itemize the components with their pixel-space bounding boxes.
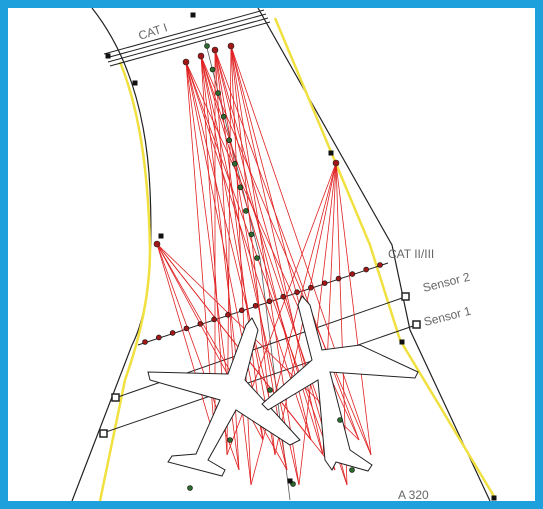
- ground-light: [227, 437, 233, 443]
- ray: [156, 243, 240, 471]
- ray: [200, 55, 276, 456]
- ray: [214, 49, 336, 471]
- center-light: [237, 184, 244, 191]
- marker: [105, 53, 111, 59]
- center-light: [209, 66, 216, 73]
- center-light: [220, 113, 227, 120]
- ground-light: [337, 417, 343, 423]
- bar-light: [183, 325, 190, 332]
- ray: [230, 45, 324, 456]
- bar-light: [308, 284, 314, 291]
- bar-light: [238, 307, 245, 314]
- bar-light: [349, 271, 356, 277]
- ray: [250, 162, 337, 486]
- bar-light: [211, 316, 217, 323]
- aircraft-1: [147, 317, 301, 477]
- center-light: [254, 255, 260, 261]
- cat-2-3-label: CAT II/III: [388, 247, 434, 261]
- sensor-box: [111, 393, 120, 402]
- ray: [200, 55, 300, 486]
- source-light: [332, 159, 340, 167]
- right-edge: [257, 7, 491, 502]
- bar: [109, 21, 271, 67]
- ray: [230, 45, 276, 456]
- bar: [107, 17, 269, 63]
- yellow-left: [98, 61, 152, 502]
- aircraft-label: A 320: [398, 488, 429, 502]
- ray: [185, 61, 264, 441]
- marker: [328, 150, 334, 156]
- marker: [190, 12, 196, 18]
- lights: [105, 12, 497, 501]
- ray: [298, 162, 337, 486]
- center-light: [226, 137, 233, 144]
- ground-light: [267, 387, 273, 393]
- cat2-line: [137, 262, 389, 346]
- marker: [399, 339, 405, 345]
- ray: [214, 49, 360, 441]
- bar-light: [294, 289, 300, 295]
- bar-light: [266, 298, 273, 305]
- marker: [158, 233, 164, 239]
- source-light: [182, 58, 190, 66]
- marker: [287, 478, 293, 484]
- bar-light: [142, 339, 148, 345]
- aircraft: [147, 295, 419, 477]
- source-light: [227, 42, 235, 50]
- ground-light: [349, 467, 355, 473]
- bar-light: [280, 293, 287, 300]
- center-light: [243, 208, 249, 214]
- threshold-bars: [103, 9, 271, 67]
- ray: [230, 45, 372, 456]
- source-light: [211, 46, 219, 54]
- ray: [185, 61, 336, 471]
- center-light: [248, 231, 255, 238]
- yellow-lines: [98, 17, 497, 502]
- bar-light: [169, 330, 176, 336]
- center-light: [204, 43, 210, 49]
- ray: [335, 162, 372, 456]
- center-light: [215, 90, 221, 96]
- marker: [132, 80, 138, 86]
- ray: [156, 243, 216, 441]
- bar-light: [377, 262, 383, 268]
- ray: [156, 243, 288, 471]
- bar-light: [252, 302, 259, 309]
- marker: [491, 495, 497, 501]
- bar-light: [197, 321, 204, 327]
- sensor-box: [401, 292, 410, 301]
- sensor-box: [99, 429, 108, 438]
- sensor-box: [412, 320, 421, 329]
- bar: [103, 9, 265, 55]
- bar-light: [335, 275, 342, 282]
- sensors: [99, 292, 421, 438]
- yellow-right: [273, 17, 497, 499]
- sensor-1-line: [102, 324, 417, 434]
- bar-light: [225, 312, 231, 318]
- source-light: [153, 240, 161, 248]
- ground-light: [187, 485, 193, 491]
- bar: [105, 13, 267, 59]
- aircraft-2: [261, 295, 419, 472]
- source-light: [197, 52, 205, 60]
- ray: [185, 61, 312, 441]
- ray: [230, 45, 300, 486]
- bar-light: [156, 334, 162, 341]
- center-light: [231, 160, 238, 167]
- bar-light: [363, 266, 369, 273]
- bar-light: [321, 280, 328, 286]
